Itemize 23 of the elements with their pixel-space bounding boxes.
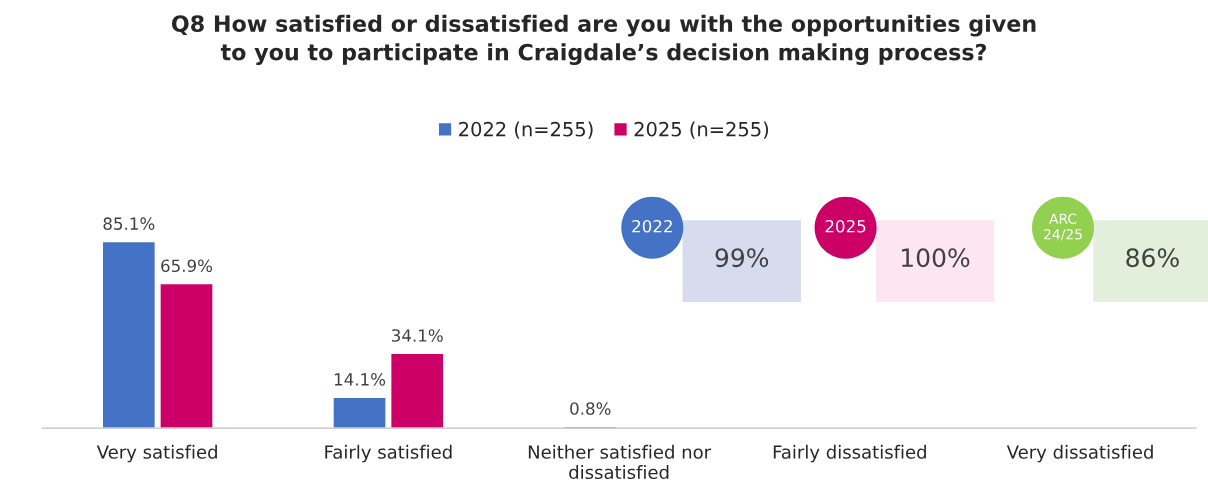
data-label: 0.8% [570,402,611,415]
text: 2022 [632,219,672,233]
data-label: 14.1% [334,373,386,386]
x-tick-label: Very dissatisfied [1006,444,1153,463]
text: ARC 24/25 [1044,213,1082,241]
x-tick-label: Fairly satisfied [325,444,452,463]
bar [159,282,214,429]
bar [389,352,445,429]
annotation: 99% [715,248,769,268]
chart-title: Q8 How satisfied or dissatisfied are you with the opportunities given to you to participate in Craigdale’s decision making process? [171,14,1036,65]
annotation: 100% [902,248,970,268]
legend-label: 2025 (n=255) [634,121,769,139]
x-tick-label: Very satisfied [96,444,217,463]
data-label: 34.1% [392,329,443,342]
text: 2025 [825,219,866,233]
data-label: 85.1% [103,217,155,230]
x-tick-label: Fairly dissatisfied [773,444,926,463]
bar [101,240,157,429]
data-label: 65.9% [161,259,213,273]
annotation: 86% [1126,248,1179,268]
bar [332,396,387,429]
x-tick-label: Neither satisfied nor dissatisfied [528,444,712,480]
legend-label: 2022 (n=255) [459,121,593,139]
